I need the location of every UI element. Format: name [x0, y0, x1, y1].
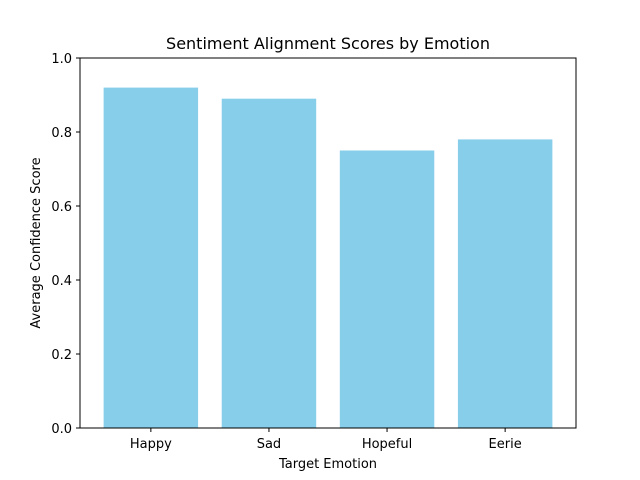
bar-hopeful	[339, 150, 435, 428]
x-tick-label: Happy	[130, 437, 172, 452]
y-tick-label: 0.4	[51, 274, 72, 289]
y-tick-label: 0.0	[51, 422, 72, 437]
y-tick-label: 1.0	[51, 52, 72, 67]
bars-group	[103, 87, 553, 428]
x-tick-label: Hopeful	[362, 437, 412, 452]
y-axis-label: Average Confidence Score	[29, 157, 44, 328]
x-axis: Happy Sad Hopeful Eerie	[130, 428, 522, 452]
x-tick-label: Eerie	[489, 437, 522, 452]
y-tick-label: 0.8	[51, 126, 72, 141]
y-tick-label: 0.2	[51, 348, 72, 363]
chart-title: Sentiment Alignment Scores by Emotion	[166, 34, 490, 53]
plot-frame	[79, 57, 577, 429]
x-axis-label: Target Emotion	[278, 457, 377, 472]
x-tick-label: Sad	[257, 437, 281, 452]
bar-eerie	[457, 139, 553, 428]
y-tick-label: 0.6	[51, 200, 72, 215]
bar-happy	[103, 87, 199, 428]
bar-sad	[221, 98, 317, 428]
y-axis: 0.0 0.2 0.4 0.6 0.8 1.0	[51, 52, 80, 437]
